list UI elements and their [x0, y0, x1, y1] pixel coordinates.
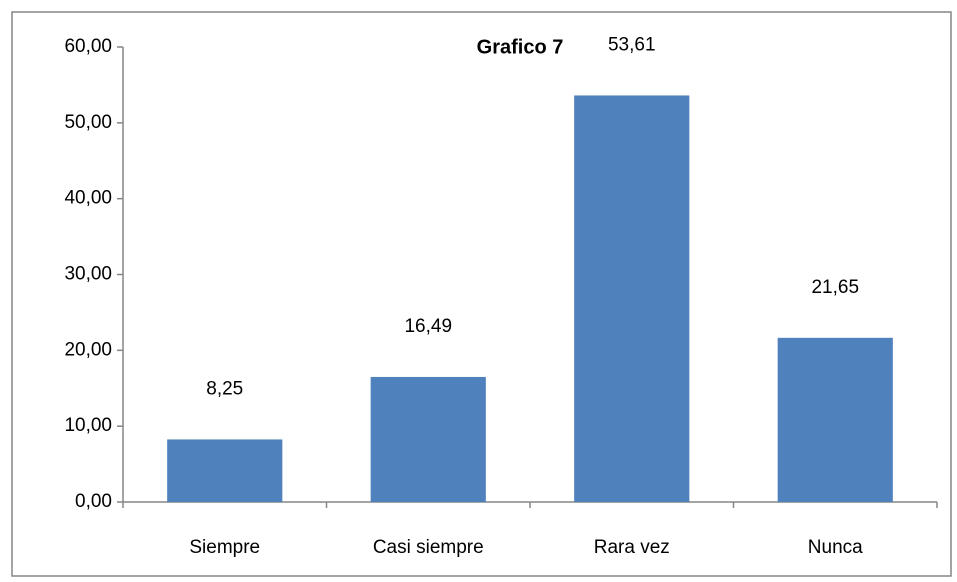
- y-tick-label: 60,00: [64, 36, 112, 57]
- y-tick-label: 30,00: [64, 264, 112, 285]
- data-label: 21,65: [811, 277, 859, 298]
- y-tick-label: 40,00: [64, 188, 112, 209]
- x-tick-label: Siempre: [189, 537, 260, 558]
- chart-title: Grafico 7: [477, 36, 564, 58]
- bar: [370, 376, 486, 502]
- y-tick-label: 10,00: [64, 415, 112, 436]
- x-tick-label: Nunca: [808, 537, 863, 558]
- y-tick-label: 0,00: [75, 491, 112, 512]
- bar: [574, 95, 690, 503]
- y-tick-label: 20,00: [64, 339, 112, 360]
- x-tick-label: Casi siempre: [373, 537, 484, 558]
- y-tick-label: 50,00: [64, 112, 112, 133]
- bar: [777, 337, 893, 502]
- data-label: 16,49: [404, 316, 452, 337]
- data-label: 53,61: [608, 34, 656, 55]
- x-tick-label: Rara vez: [594, 537, 670, 558]
- data-label: 8,25: [206, 378, 243, 399]
- bar: [167, 439, 283, 502]
